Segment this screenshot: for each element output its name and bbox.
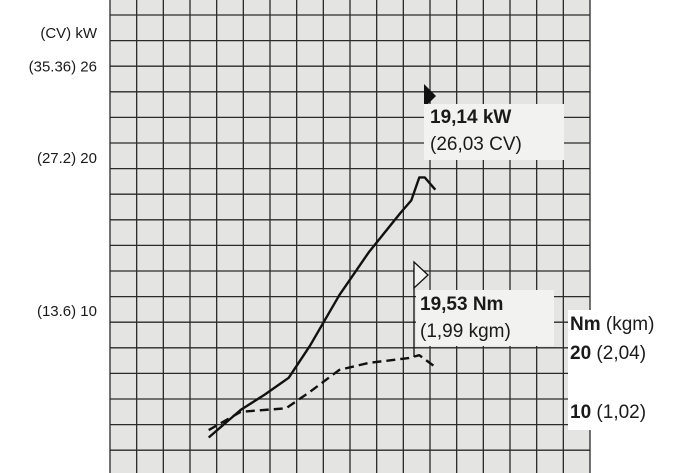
annotation-note: (1,99 kgm) <box>420 321 511 342</box>
y-tick-label: (35.36) 26 <box>29 58 97 75</box>
arrow-outline <box>413 260 429 290</box>
y2-axis-title: Nm (kgm) <box>570 314 654 335</box>
annotation-label: 19,14 kW <box>430 107 511 128</box>
annotation-box <box>416 290 554 346</box>
y2-tick-value: 20 <box>570 343 591 364</box>
y2-tick-value: 10 <box>570 402 591 423</box>
y2-tick-note: (1,02) <box>596 402 646 423</box>
y2-tick-label: 20 (2,04) <box>570 343 646 364</box>
annotation-box <box>424 104 564 160</box>
marks <box>207 176 437 439</box>
arrow-filled <box>424 84 436 108</box>
series-line <box>208 354 437 432</box>
y2-axis-title-unit: (kgm) <box>606 314 655 335</box>
annotation-note: (26,03 CV) <box>430 134 522 155</box>
y2-axis-title-main: Nm <box>570 314 601 335</box>
y-tick-label: (27.2) 20 <box>37 150 97 167</box>
y2-tick-label: 10 (1,02) <box>570 402 646 423</box>
y2-tick-note: (2,04) <box>596 343 646 364</box>
y-tick-label: (13.6) 10 <box>37 303 97 320</box>
annotation-label: 19,53 Nm <box>420 294 503 315</box>
right-label-area <box>568 310 698 430</box>
y-axis-title: (CV) kW <box>40 25 97 42</box>
series-line <box>207 176 437 439</box>
